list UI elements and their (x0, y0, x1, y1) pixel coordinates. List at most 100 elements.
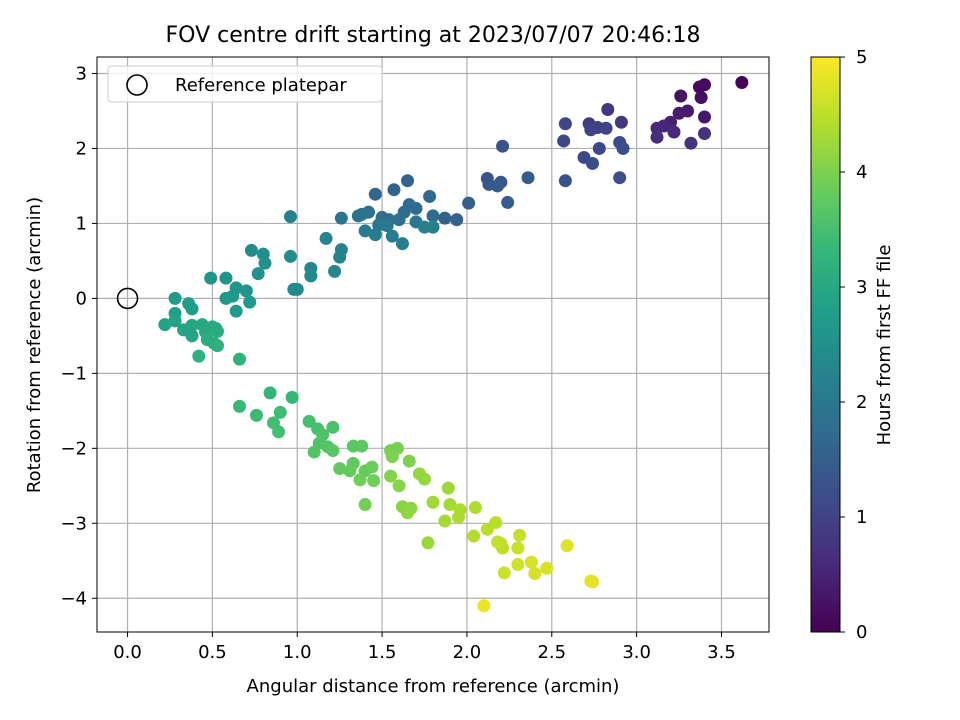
x-tick-label: 2.0 (453, 642, 482, 663)
data-point (185, 302, 199, 316)
data-point (684, 136, 698, 150)
data-point (584, 574, 598, 588)
data-point (307, 445, 321, 459)
data-point (392, 479, 406, 493)
data-point (490, 179, 504, 193)
data-point (468, 501, 482, 515)
data-point (367, 474, 381, 488)
data-point (672, 106, 686, 120)
data-point (158, 318, 172, 332)
y-tick-label: 1 (76, 213, 87, 234)
data-point (326, 444, 340, 458)
data-point (387, 183, 401, 197)
data-point (528, 567, 542, 581)
data-point (226, 289, 240, 303)
data-point (273, 405, 287, 419)
data-point (698, 126, 712, 140)
data-point (441, 481, 455, 495)
legend-label: Reference platepar (175, 75, 347, 96)
data-point (667, 125, 681, 139)
data-point (426, 220, 440, 234)
data-point (200, 333, 214, 347)
colorbar-label: Hours from first FF file (874, 245, 895, 446)
data-point (674, 89, 688, 103)
data-point (438, 514, 452, 528)
data-point (287, 282, 301, 296)
data-point (355, 439, 369, 453)
data-point (650, 121, 664, 135)
data-point (204, 271, 218, 285)
colorbar-tick-label: 1 (856, 507, 867, 528)
chart-title: FOV centre drift starting at 2023/07/07 … (166, 23, 701, 48)
data-point (185, 318, 199, 332)
x-axis-ticks: 0.0 0.5 1.0 1.5 2.0 2.5 3.0 3.5 (113, 632, 736, 663)
colorbar-tick-label: 2 (856, 392, 867, 413)
data-point (511, 541, 525, 555)
x-tick-label: 3.0 (622, 642, 651, 663)
data-point (694, 90, 708, 104)
data-point (462, 196, 476, 210)
data-point (592, 141, 606, 155)
data-point (168, 291, 182, 305)
plot-frame (96, 56, 770, 633)
data-point (557, 134, 571, 148)
data-point (210, 339, 224, 353)
data-point (501, 195, 515, 209)
y-tick-label: 3 (76, 63, 87, 84)
data-point (385, 450, 399, 464)
data-point (168, 314, 182, 328)
data-point (497, 566, 511, 580)
data-point (239, 284, 253, 298)
data-point (243, 295, 257, 309)
data-point (343, 464, 357, 478)
data-point (692, 80, 706, 94)
data-point (351, 209, 365, 223)
data-point (698, 110, 712, 124)
y-tick-label: −4 (60, 588, 87, 609)
y-tick-label: 2 (76, 138, 87, 159)
data-point (304, 269, 318, 283)
legend: Reference platepar (107, 65, 383, 103)
data-point (558, 117, 572, 131)
data-point (477, 599, 491, 613)
data-point (229, 304, 243, 318)
colorbar-tick-label: 0 (856, 622, 867, 643)
data-point (353, 473, 367, 487)
data-point (392, 213, 406, 227)
colorbar: 0 1 2 3 4 5 Hours from first FF file (810, 47, 895, 643)
data-point (263, 386, 277, 400)
data-point (599, 121, 613, 135)
x-tick-label: 3.5 (707, 642, 736, 663)
data-point (560, 539, 574, 553)
data-point (423, 189, 437, 203)
x-tick-label: 1.5 (368, 642, 397, 663)
data-point (540, 561, 554, 575)
data-point (614, 115, 628, 129)
data-point (613, 171, 627, 185)
data-point (192, 349, 206, 363)
data-point (735, 75, 749, 89)
data-point (385, 229, 399, 243)
data-point (467, 529, 481, 543)
data-point (233, 352, 247, 366)
data-point (453, 503, 467, 517)
data-point (251, 267, 265, 281)
data-point (421, 536, 435, 550)
colorbar-gradient (810, 56, 841, 633)
data-point (524, 555, 538, 569)
colorbar-tick-label: 5 (856, 47, 867, 68)
data-point (438, 211, 452, 225)
data-point (368, 187, 382, 201)
y-axis-ticks: −4 −3 −2 −1 0 1 2 3 (60, 63, 97, 609)
data-point (489, 516, 503, 530)
data-point (219, 271, 233, 285)
data-point (283, 249, 297, 263)
colorbar-ticks: 0 1 2 3 4 5 (840, 47, 867, 643)
data-point (302, 414, 316, 428)
data-point (358, 498, 372, 512)
legend-marker-open-circle-icon (126, 74, 148, 96)
data-point (283, 210, 297, 224)
data-point (450, 213, 464, 227)
data-point (443, 498, 457, 512)
data-point (601, 102, 615, 116)
